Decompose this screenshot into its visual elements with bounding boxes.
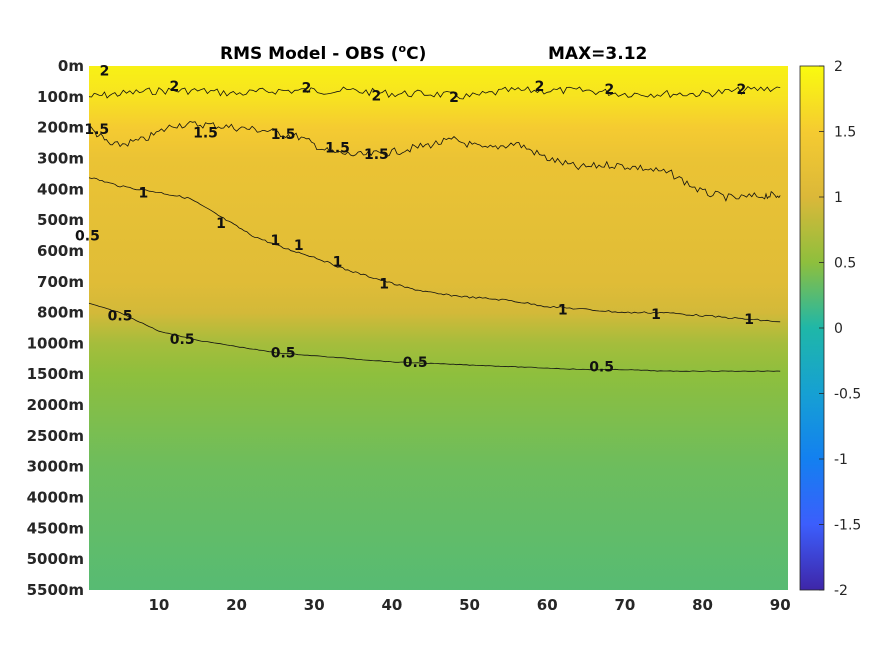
y-tick-label: 4500m xyxy=(27,519,84,537)
contour-label: 2 xyxy=(449,90,459,106)
contour-line-1 xyxy=(88,177,781,323)
colorbar-tick-label: 2 xyxy=(834,59,843,75)
y-tick-label: 600m xyxy=(37,242,84,260)
colorbar-tick-label: 1.5 xyxy=(834,125,856,141)
colorbar-tick-label: 0 xyxy=(834,321,843,337)
contour-label: 1 xyxy=(333,255,343,271)
contour-label: 1.5 xyxy=(193,125,218,141)
y-tick-label: 5000m xyxy=(27,550,84,568)
x-tick-label: 30 xyxy=(304,596,325,614)
contour-label: 0.5 xyxy=(271,346,296,362)
x-tick-label: 10 xyxy=(148,596,169,614)
colorbar-tick-label: -1.5 xyxy=(834,518,861,534)
contour-label: 1 xyxy=(271,233,281,249)
max-label: MAX=3.12 xyxy=(548,44,647,64)
contour-label: 1 xyxy=(138,185,148,201)
y-tick-label: 5500m xyxy=(27,581,84,599)
y-tick-label: 300m xyxy=(37,149,84,167)
y-tick-label: 3000m xyxy=(27,458,84,476)
y-tick-label: 800m xyxy=(37,304,84,322)
contour-label: 1 xyxy=(558,303,568,319)
contour-label: 2 xyxy=(170,79,180,95)
chart-title: RMS Model - OBS (oC) xyxy=(220,42,426,64)
contour-label: 1 xyxy=(651,307,661,323)
contour-label: 1.5 xyxy=(84,122,109,138)
x-tick-label: 40 xyxy=(381,596,402,614)
contour-label: 2 xyxy=(604,82,614,98)
contour-label: 1 xyxy=(379,276,389,292)
contour-label: 1 xyxy=(744,312,754,328)
contour-label: 0.5 xyxy=(108,309,133,325)
y-tick-label: 4000m xyxy=(27,489,84,507)
y-tick-label: 2000m xyxy=(27,396,84,414)
y-tick-label: 500m xyxy=(37,211,84,229)
y-tick-label: 400m xyxy=(37,180,84,198)
contour-label: 0.5 xyxy=(170,332,195,348)
y-tick-label: 1500m xyxy=(27,365,84,383)
colorbar-tick-label: -1 xyxy=(834,452,848,468)
y-tick-label: 200m xyxy=(37,119,84,137)
x-tick-label: 50 xyxy=(459,596,480,614)
y-tick-label: 100m xyxy=(37,88,84,106)
x-tick-label: 90 xyxy=(770,596,791,614)
colorbar: 2 1.5 1 0.5 0 -0.5 -1 -1.5 -2 xyxy=(799,59,861,599)
contour-label: 1 xyxy=(294,238,304,254)
x-tick-label: 80 xyxy=(692,596,713,614)
y-tick-label: 1000m xyxy=(27,334,84,352)
contour-label: 2 xyxy=(371,88,381,104)
x-tick-label: 20 xyxy=(226,596,247,614)
contour-label: 1.5 xyxy=(325,141,350,157)
colorbar-ticks: 2 1.5 1 0.5 0 -0.5 -1 -1.5 -2 xyxy=(819,59,861,599)
contour-label: 2 xyxy=(302,81,312,97)
contour-label: 2 xyxy=(737,82,747,98)
contour-line-1-5 xyxy=(88,120,781,202)
contour-label: 1.5 xyxy=(271,127,296,143)
y-tick-label: 700m xyxy=(37,273,84,291)
contour-label: 2 xyxy=(535,79,545,95)
title-unit: C) xyxy=(406,44,426,64)
colorbar-tick-label: 0.5 xyxy=(834,256,856,272)
contour-label: 0.5 xyxy=(75,229,100,245)
title-superscript: o xyxy=(399,42,407,55)
contour-lines xyxy=(88,86,781,372)
colorbar-tick-label: 1 xyxy=(834,190,843,206)
contour-label: 0.5 xyxy=(589,360,614,376)
colorbar-tick-label: -0.5 xyxy=(834,387,861,403)
contour-line-0-5 xyxy=(88,302,781,372)
contour-label: 1.5 xyxy=(364,147,389,163)
y-tick-label: 2500m xyxy=(27,427,84,445)
y-tick-label: 0m xyxy=(58,57,84,75)
x-tick-label: 60 xyxy=(537,596,558,614)
y-axis: 0m 100m 200m 300m 400m 500m 600m 700m 800m 1000m 1… xyxy=(27,57,84,599)
heatmap-field xyxy=(89,66,788,590)
x-axis: 10 20 30 40 50 60 70 80 90 xyxy=(148,596,790,614)
x-tick-label: 70 xyxy=(614,596,635,614)
contour-label: 0.5 xyxy=(403,355,428,371)
contour-line-2 xyxy=(88,86,781,100)
contour-label: 2 xyxy=(100,64,110,80)
colorbar-tick-label: -2 xyxy=(834,583,848,599)
contour-label: 1 xyxy=(216,216,226,232)
